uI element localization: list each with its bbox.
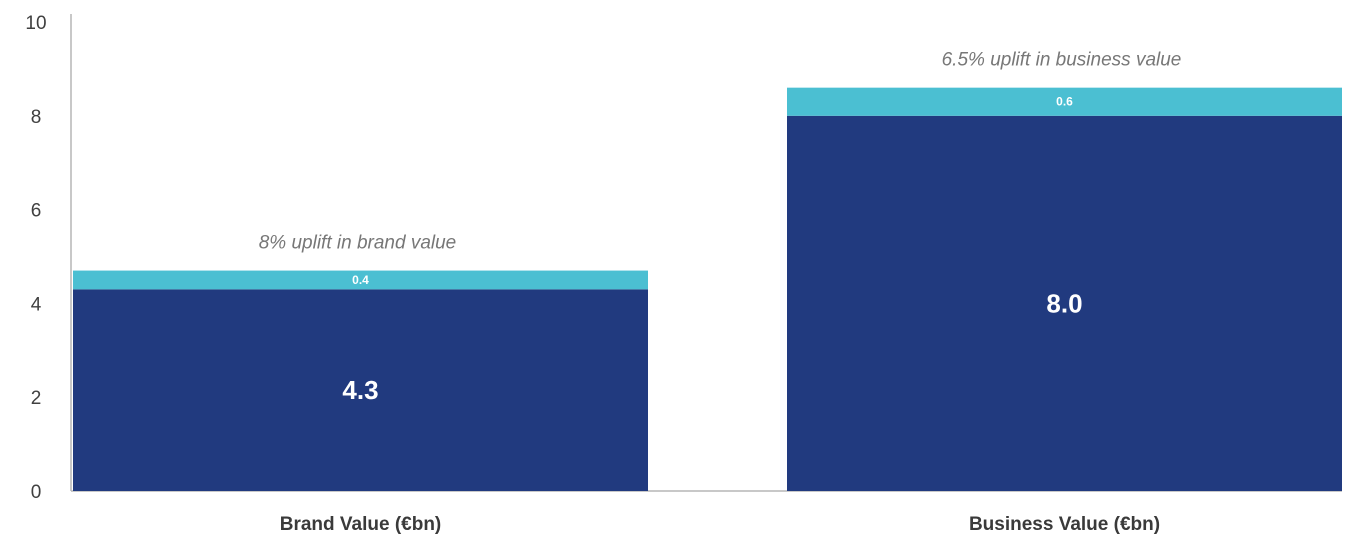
y-tick-label: 10 xyxy=(25,13,46,34)
y-tick-label: 8 xyxy=(31,107,42,128)
bar-layer xyxy=(73,87,1342,492)
y-tick-label: 2 xyxy=(31,388,42,409)
bar-base-value-label: 4.3 xyxy=(342,375,378,405)
x-category-label: Brand Value (€bn) xyxy=(280,514,442,535)
y-tick-label: 6 xyxy=(31,201,42,222)
bar-uplift-value-label: 0.6 xyxy=(1056,95,1073,109)
bar-base-value-label: 8.0 xyxy=(1046,288,1082,318)
bar-base-segment xyxy=(787,115,1342,492)
label-layer: 4.3 0.4 8% uplift in brand value Brand Valu… xyxy=(259,50,1182,535)
x-category-label: Business Value (€bn) xyxy=(969,514,1160,535)
bar-uplift-segment xyxy=(73,270,648,290)
bar-base-segment xyxy=(73,289,648,491)
y-tick-label: 0 xyxy=(31,482,42,503)
bar-uplift-value-label: 0.4 xyxy=(352,273,369,287)
bar-uplift-segment xyxy=(787,87,1342,116)
uplift-annotation: 8% uplift in brand value xyxy=(259,233,457,254)
uplift-annotation: 6.5% uplift in business value xyxy=(942,50,1182,71)
y-tick-label: 4 xyxy=(31,294,42,315)
